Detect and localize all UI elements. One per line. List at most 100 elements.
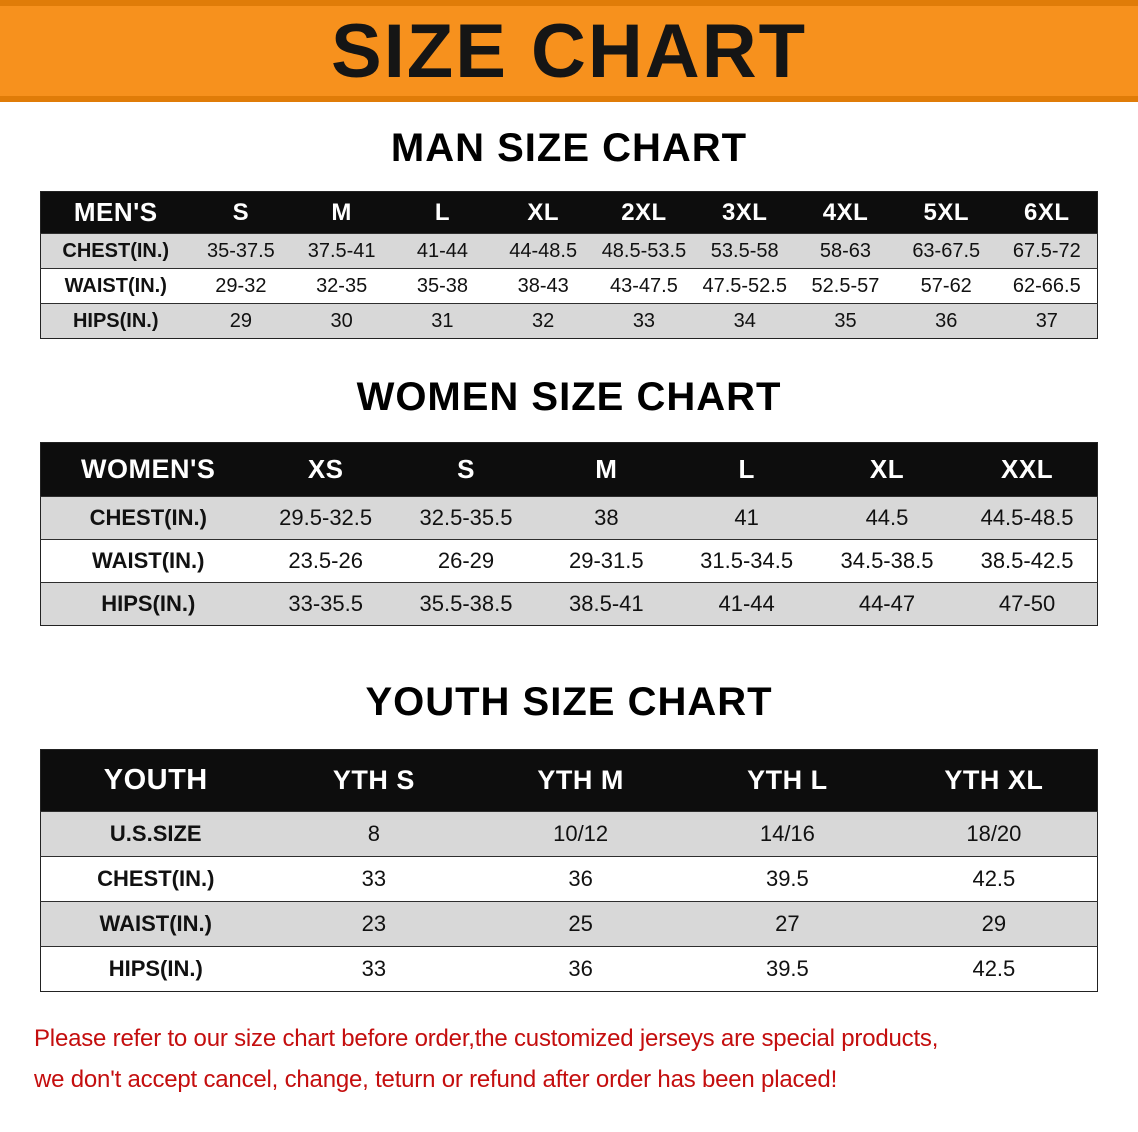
size-value: 32 bbox=[532, 309, 555, 332]
size-value: 10/12 bbox=[553, 821, 609, 846]
table-header-row: WOMEN'S XS S M L XL XXL bbox=[40, 442, 1098, 497]
size-value: 63-67.5 bbox=[912, 239, 981, 262]
size-value: 38 bbox=[594, 505, 619, 530]
size-value: 47.5-52.5 bbox=[702, 274, 787, 297]
size-column-header: YTH M bbox=[477, 749, 684, 812]
size-value: 52.5-57 bbox=[811, 274, 880, 297]
size-column-header: 5XL bbox=[895, 191, 997, 234]
size-value: 39.5 bbox=[765, 866, 809, 891]
size-value: 34.5-38.5 bbox=[840, 548, 934, 573]
table-row: CHEST(IN.) 35-37.5 37.5-41 41-44 44-48.5 48.5… bbox=[40, 233, 1098, 269]
size-chart-page: SIZE CHART MAN SIZE CHART MEN'S S M L XL 2XL 3… bbox=[0, 0, 1138, 1101]
size-value: 67.5-72 bbox=[1012, 239, 1081, 262]
size-table: WOMEN'S XS S M L XL XXL CHEST(IN.) 29.5-32.5 32.5… bbox=[40, 442, 1098, 626]
size-value: 38.5-42.5 bbox=[980, 548, 1074, 573]
size-value: 26-29 bbox=[437, 548, 495, 573]
size-value: 29-31.5 bbox=[569, 548, 644, 573]
size-value: 31.5-34.5 bbox=[700, 548, 794, 573]
size-value: 14/16 bbox=[759, 821, 815, 846]
size-value: 41 bbox=[734, 505, 759, 530]
size-value: 30 bbox=[330, 309, 353, 332]
row-label: U.S.SIZE bbox=[109, 821, 202, 846]
size-value: 34 bbox=[733, 309, 756, 332]
size-value: 29 bbox=[229, 309, 252, 332]
size-value: 36 bbox=[568, 956, 593, 981]
size-value: 8 bbox=[367, 821, 380, 846]
table-row: WAIST(IN.) 23.5-26 26-29 29-31.5 31.5-34.5 34… bbox=[40, 539, 1098, 583]
youth-size-section: YOUTH SIZE CHART YOUTH YTH S YTH M YTH L YTH… bbox=[0, 680, 1138, 992]
row-label: WAIST(IN.) bbox=[64, 274, 167, 297]
size-column-header: YTH S bbox=[270, 749, 478, 812]
table-title-cell: WOMEN'S bbox=[40, 442, 256, 497]
size-value: 33 bbox=[632, 309, 656, 332]
table-title-cell: MEN'S bbox=[40, 191, 191, 234]
size-value: 35.5-38.5 bbox=[419, 591, 513, 616]
row-label: CHEST(IN.) bbox=[89, 505, 207, 530]
size-value: 57-62 bbox=[920, 274, 972, 297]
size-value: 38-43 bbox=[517, 274, 569, 297]
size-column-header: XXL bbox=[957, 442, 1098, 497]
table-title-cell: YOUTH bbox=[40, 749, 271, 812]
size-column-header: 2XL bbox=[593, 191, 695, 234]
size-value: 36 bbox=[568, 866, 593, 891]
size-value: 58-63 bbox=[819, 239, 872, 262]
size-value: 36 bbox=[935, 309, 958, 332]
banner-title: SIZE CHART bbox=[331, 8, 807, 94]
size-value: 39.5 bbox=[765, 956, 809, 981]
size-column-header: XL bbox=[816, 442, 958, 497]
size-value: 53.5-58 bbox=[710, 239, 779, 262]
youth-section-heading: YOUTH SIZE CHART bbox=[365, 680, 773, 724]
size-value: 41-44 bbox=[416, 239, 468, 262]
size-value: 41-44 bbox=[718, 591, 775, 616]
size-column-header: 3XL bbox=[694, 191, 796, 234]
table-row: HIPS(IN.) 33-35.5 35.5-38.5 38.5-41 41-44 44-… bbox=[40, 582, 1098, 626]
row-label: CHEST(IN.) bbox=[62, 239, 170, 262]
size-value: 62-66.5 bbox=[1012, 274, 1081, 297]
size-value: 37.5-41 bbox=[307, 239, 376, 262]
size-value: 29.5-32.5 bbox=[279, 505, 373, 530]
size-value: 29 bbox=[981, 911, 1007, 936]
table-header-row: MEN'S S M L XL 2XL 3XL 4XL 5XL 6XL bbox=[40, 191, 1098, 234]
footer-notice: Please refer to our size chart before or… bbox=[0, 992, 1138, 1101]
size-value: 23.5-26 bbox=[288, 548, 363, 573]
size-value: 33 bbox=[361, 956, 387, 981]
size-value: 42.5 bbox=[972, 956, 1016, 981]
size-value: 23 bbox=[361, 911, 387, 936]
size-value: 29-32 bbox=[215, 274, 267, 297]
men-section-heading: MAN SIZE CHART bbox=[390, 126, 748, 170]
row-label: HIPS(IN.) bbox=[108, 956, 203, 981]
size-value: 38.5-41 bbox=[569, 591, 644, 616]
size-column-header: M bbox=[536, 442, 677, 497]
size-column-header: L bbox=[392, 191, 493, 234]
table-row: CHEST(IN.) 33 36 39.5 42.5 bbox=[40, 856, 1098, 902]
notice-line-2: we don't accept cancel, change, teturn o… bbox=[34, 1066, 838, 1094]
table-row: HIPS(IN.) 29 30 31 32 33 34 35 36 37 bbox=[40, 303, 1098, 339]
men-size-section: MAN SIZE CHART MEN'S S M L XL 2XL 3XL 4XL 5XL 6XL… bbox=[0, 126, 1138, 339]
size-value: 25 bbox=[568, 911, 593, 936]
women-section-heading: WOMEN SIZE CHART bbox=[356, 375, 782, 419]
size-value: 47-50 bbox=[998, 591, 1056, 616]
table-row: HIPS(IN.) 33 36 39.5 42.5 bbox=[40, 946, 1098, 992]
size-value: 48.5-53.5 bbox=[601, 239, 687, 262]
row-label: WAIST(IN.) bbox=[92, 548, 205, 573]
size-value: 44-47 bbox=[858, 591, 916, 616]
size-value: 44.5 bbox=[865, 505, 909, 530]
notice-line-1: Please refer to our size chart before or… bbox=[34, 1025, 939, 1052]
size-value: 18/20 bbox=[966, 821, 1022, 846]
size-column-header: L bbox=[676, 442, 817, 497]
size-value: 32.5-35.5 bbox=[419, 505, 513, 530]
size-column-header: 4XL bbox=[795, 191, 896, 234]
row-label: CHEST(IN.) bbox=[97, 866, 215, 891]
size-column-header: YTH XL bbox=[890, 749, 1098, 812]
table-row: WAIST(IN.) 29-32 32-35 35-38 38-43 43-47.5 47.… bbox=[40, 268, 1098, 304]
banner: SIZE CHART bbox=[0, 0, 1138, 102]
size-value: 44.5-48.5 bbox=[980, 505, 1074, 530]
row-label: HIPS(IN.) bbox=[72, 309, 159, 332]
size-value: 37 bbox=[1035, 309, 1058, 332]
table-header-row: YOUTH YTH S YTH M YTH L YTH XL bbox=[40, 749, 1098, 812]
size-value: 35-37.5 bbox=[206, 239, 275, 262]
size-column-header: XL bbox=[492, 191, 594, 234]
row-label: HIPS(IN.) bbox=[101, 591, 196, 616]
size-column-header: XS bbox=[255, 442, 396, 497]
women-size-table-holder: WOMEN'S XS S M L XL XXL CHEST(IN.) 29.5-32.5 32.5… bbox=[0, 442, 1138, 626]
